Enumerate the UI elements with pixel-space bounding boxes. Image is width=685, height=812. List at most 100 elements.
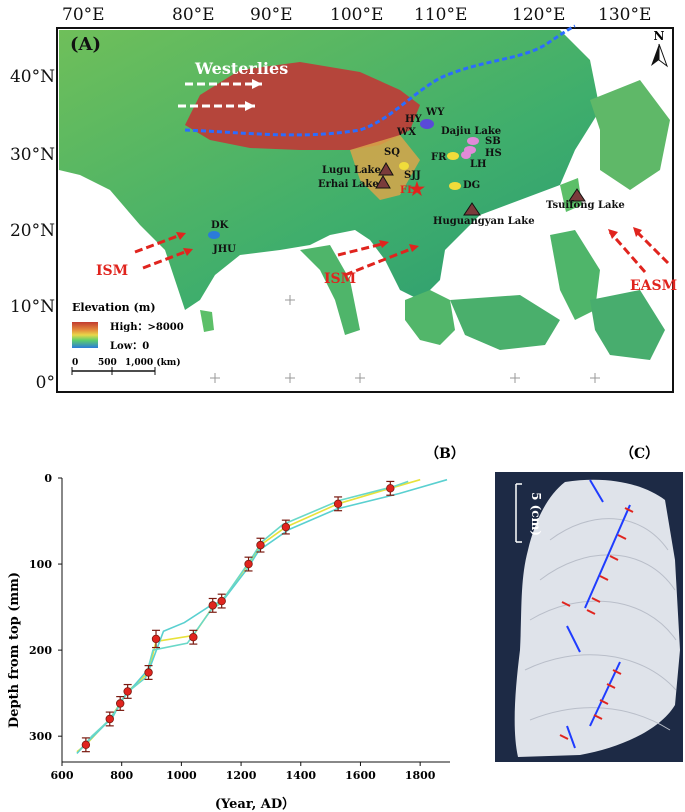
lat-tick: 0° xyxy=(36,373,55,393)
site-lh-label: LH xyxy=(470,159,486,170)
monsoon-arrows-icon xyxy=(134,228,670,277)
site-erhai-label: Erhai Lake xyxy=(318,179,379,190)
site-huguangyan-marker xyxy=(463,202,481,216)
land-mass xyxy=(59,30,670,360)
site-hs-label: HS xyxy=(485,148,502,159)
svg-text:N: N xyxy=(654,29,665,43)
x-tick-label: 600 xyxy=(51,769,74,782)
chart-y-axis-label: Depth from top (mm) xyxy=(7,572,22,728)
x-tick-label: 800 xyxy=(110,769,133,782)
elevation-legend: Elevation (m) High：>8000 Low：0 0 500 1,0… xyxy=(71,301,184,375)
dating-point xyxy=(144,668,153,677)
dating-point xyxy=(115,699,125,708)
scale-tick-0: 0 xyxy=(72,358,78,368)
site-huguangyan-label: Huguangyan Lake xyxy=(433,216,535,227)
site-erhai-marker xyxy=(375,175,391,189)
site-sb-label: SB xyxy=(485,136,501,147)
map-grid-crosses xyxy=(210,295,600,383)
age-model-line-3 xyxy=(79,480,409,751)
site-lh-marker xyxy=(461,151,471,159)
dating-point xyxy=(81,740,91,749)
scale-tick-500: 500 xyxy=(98,358,117,368)
panel-b-age-depth-chart: 600 800 1000 1200 1400 1600 1800 0 100 200 300 （B）… xyxy=(7,446,465,812)
site-dajiu-label: Dajiu Lake xyxy=(441,126,501,137)
dating-point xyxy=(386,484,395,493)
lon-tick: 110°E xyxy=(414,5,467,25)
x-tick-label: 1000 xyxy=(166,769,197,782)
dating-point xyxy=(151,634,161,644)
panel-c-label: （C） xyxy=(620,446,659,462)
dating-point xyxy=(244,559,253,569)
panel-a-map: 70°E 80°E 90°E 100°E 110°E 120°E 130°E 4… xyxy=(10,5,677,393)
panel-b-label: （B） xyxy=(425,446,465,462)
y-tick-label: 300 xyxy=(29,730,52,743)
lon-tick: 100°E xyxy=(330,5,383,25)
dating-point xyxy=(208,601,217,610)
monsoon-boundary-line xyxy=(184,24,576,137)
age-model-line-1 xyxy=(76,478,421,753)
site-tsuifong-label: Tsuifong Lake xyxy=(546,200,625,211)
north-arrow-icon: N xyxy=(651,29,669,68)
x-tick-label: 1600 xyxy=(345,769,376,782)
dating-point xyxy=(333,499,343,509)
chart-points xyxy=(81,480,395,753)
site-fr-marker xyxy=(447,152,459,160)
dating-point xyxy=(281,522,291,532)
site-wy-label: WY xyxy=(425,107,445,118)
legend-title: Elevation (m) xyxy=(72,301,156,314)
stalagmite-slab xyxy=(514,479,680,757)
site-fl-marker: ★ xyxy=(409,179,426,200)
chart-x-axis-label: (Year, AD） xyxy=(215,796,295,812)
monsoon-arrowheads xyxy=(176,227,642,256)
lon-tick: 80°E xyxy=(172,5,215,25)
photo-scale-label: 5 (cm) xyxy=(529,492,543,536)
legend-colorbar xyxy=(72,322,98,348)
legend-high: High：>8000 xyxy=(110,322,184,333)
site-dg-label: DG xyxy=(463,180,480,191)
dating-point xyxy=(256,540,265,550)
site-lugu-marker xyxy=(378,162,394,176)
westerlies-label: Westerlies xyxy=(194,59,288,78)
site-sb-marker xyxy=(467,137,479,145)
y-tick-label: 0 xyxy=(44,472,52,485)
lon-tick: 120°E xyxy=(512,5,565,25)
lon-tick: 70°E xyxy=(62,5,105,25)
photo-scale-bar: 5 (cm) xyxy=(515,483,543,543)
site-fl-label: FL xyxy=(400,185,414,196)
growth-layers xyxy=(524,518,677,731)
site-dk-label: DK xyxy=(211,220,229,231)
site-jhu-label: JHU xyxy=(212,244,236,255)
site-dk-marker xyxy=(208,231,220,239)
panel-c-sample-photo: （C） 5 (cm) xyxy=(495,446,683,762)
panel-label: (A) xyxy=(70,34,101,55)
lat-tick: 40°N xyxy=(10,67,55,87)
latitude-ticks: 40°N 30°N 20°N 10°N 0° xyxy=(10,67,55,393)
x-tick-label: 1800 xyxy=(405,769,436,782)
site-sjj-marker xyxy=(399,162,409,170)
longitude-ticks: 70°E 80°E 90°E 100°E 110°E 120°E 130°E xyxy=(62,5,651,25)
legend-low: Low：0 xyxy=(110,341,149,352)
y-tick-label: 100 xyxy=(29,558,52,571)
ism-label-india: ISM xyxy=(96,263,128,279)
x-tick-label: 1200 xyxy=(226,769,257,782)
dating-point xyxy=(189,633,198,642)
age-model-line-2 xyxy=(76,478,448,754)
site-wy-marker xyxy=(420,119,434,129)
dating-point xyxy=(123,687,132,696)
site-lugu-label: Lugu Lake xyxy=(322,165,381,176)
site-markers: WY HY WX Dajiu Lake SB HS SQ FR LH Lugu … xyxy=(208,107,625,255)
site-wx-label: WX xyxy=(396,127,416,138)
lon-tick: 90°E xyxy=(250,5,293,25)
chart-series xyxy=(76,478,448,754)
site-fr-label: FR xyxy=(431,152,447,163)
dating-point xyxy=(217,596,226,606)
site-sjj-label: SJJ xyxy=(404,170,421,181)
y-tick-label: 200 xyxy=(29,644,52,657)
lon-tick: 130°E xyxy=(598,5,651,25)
lat-tick: 10°N xyxy=(10,297,55,317)
site-hy-label: HY xyxy=(405,114,422,125)
lat-tick: 30°N xyxy=(10,145,55,165)
scale-tick-1000: 1,000 (km) xyxy=(125,357,181,368)
easm-label: EASM xyxy=(630,278,677,294)
site-sq-label: SQ xyxy=(384,147,400,158)
